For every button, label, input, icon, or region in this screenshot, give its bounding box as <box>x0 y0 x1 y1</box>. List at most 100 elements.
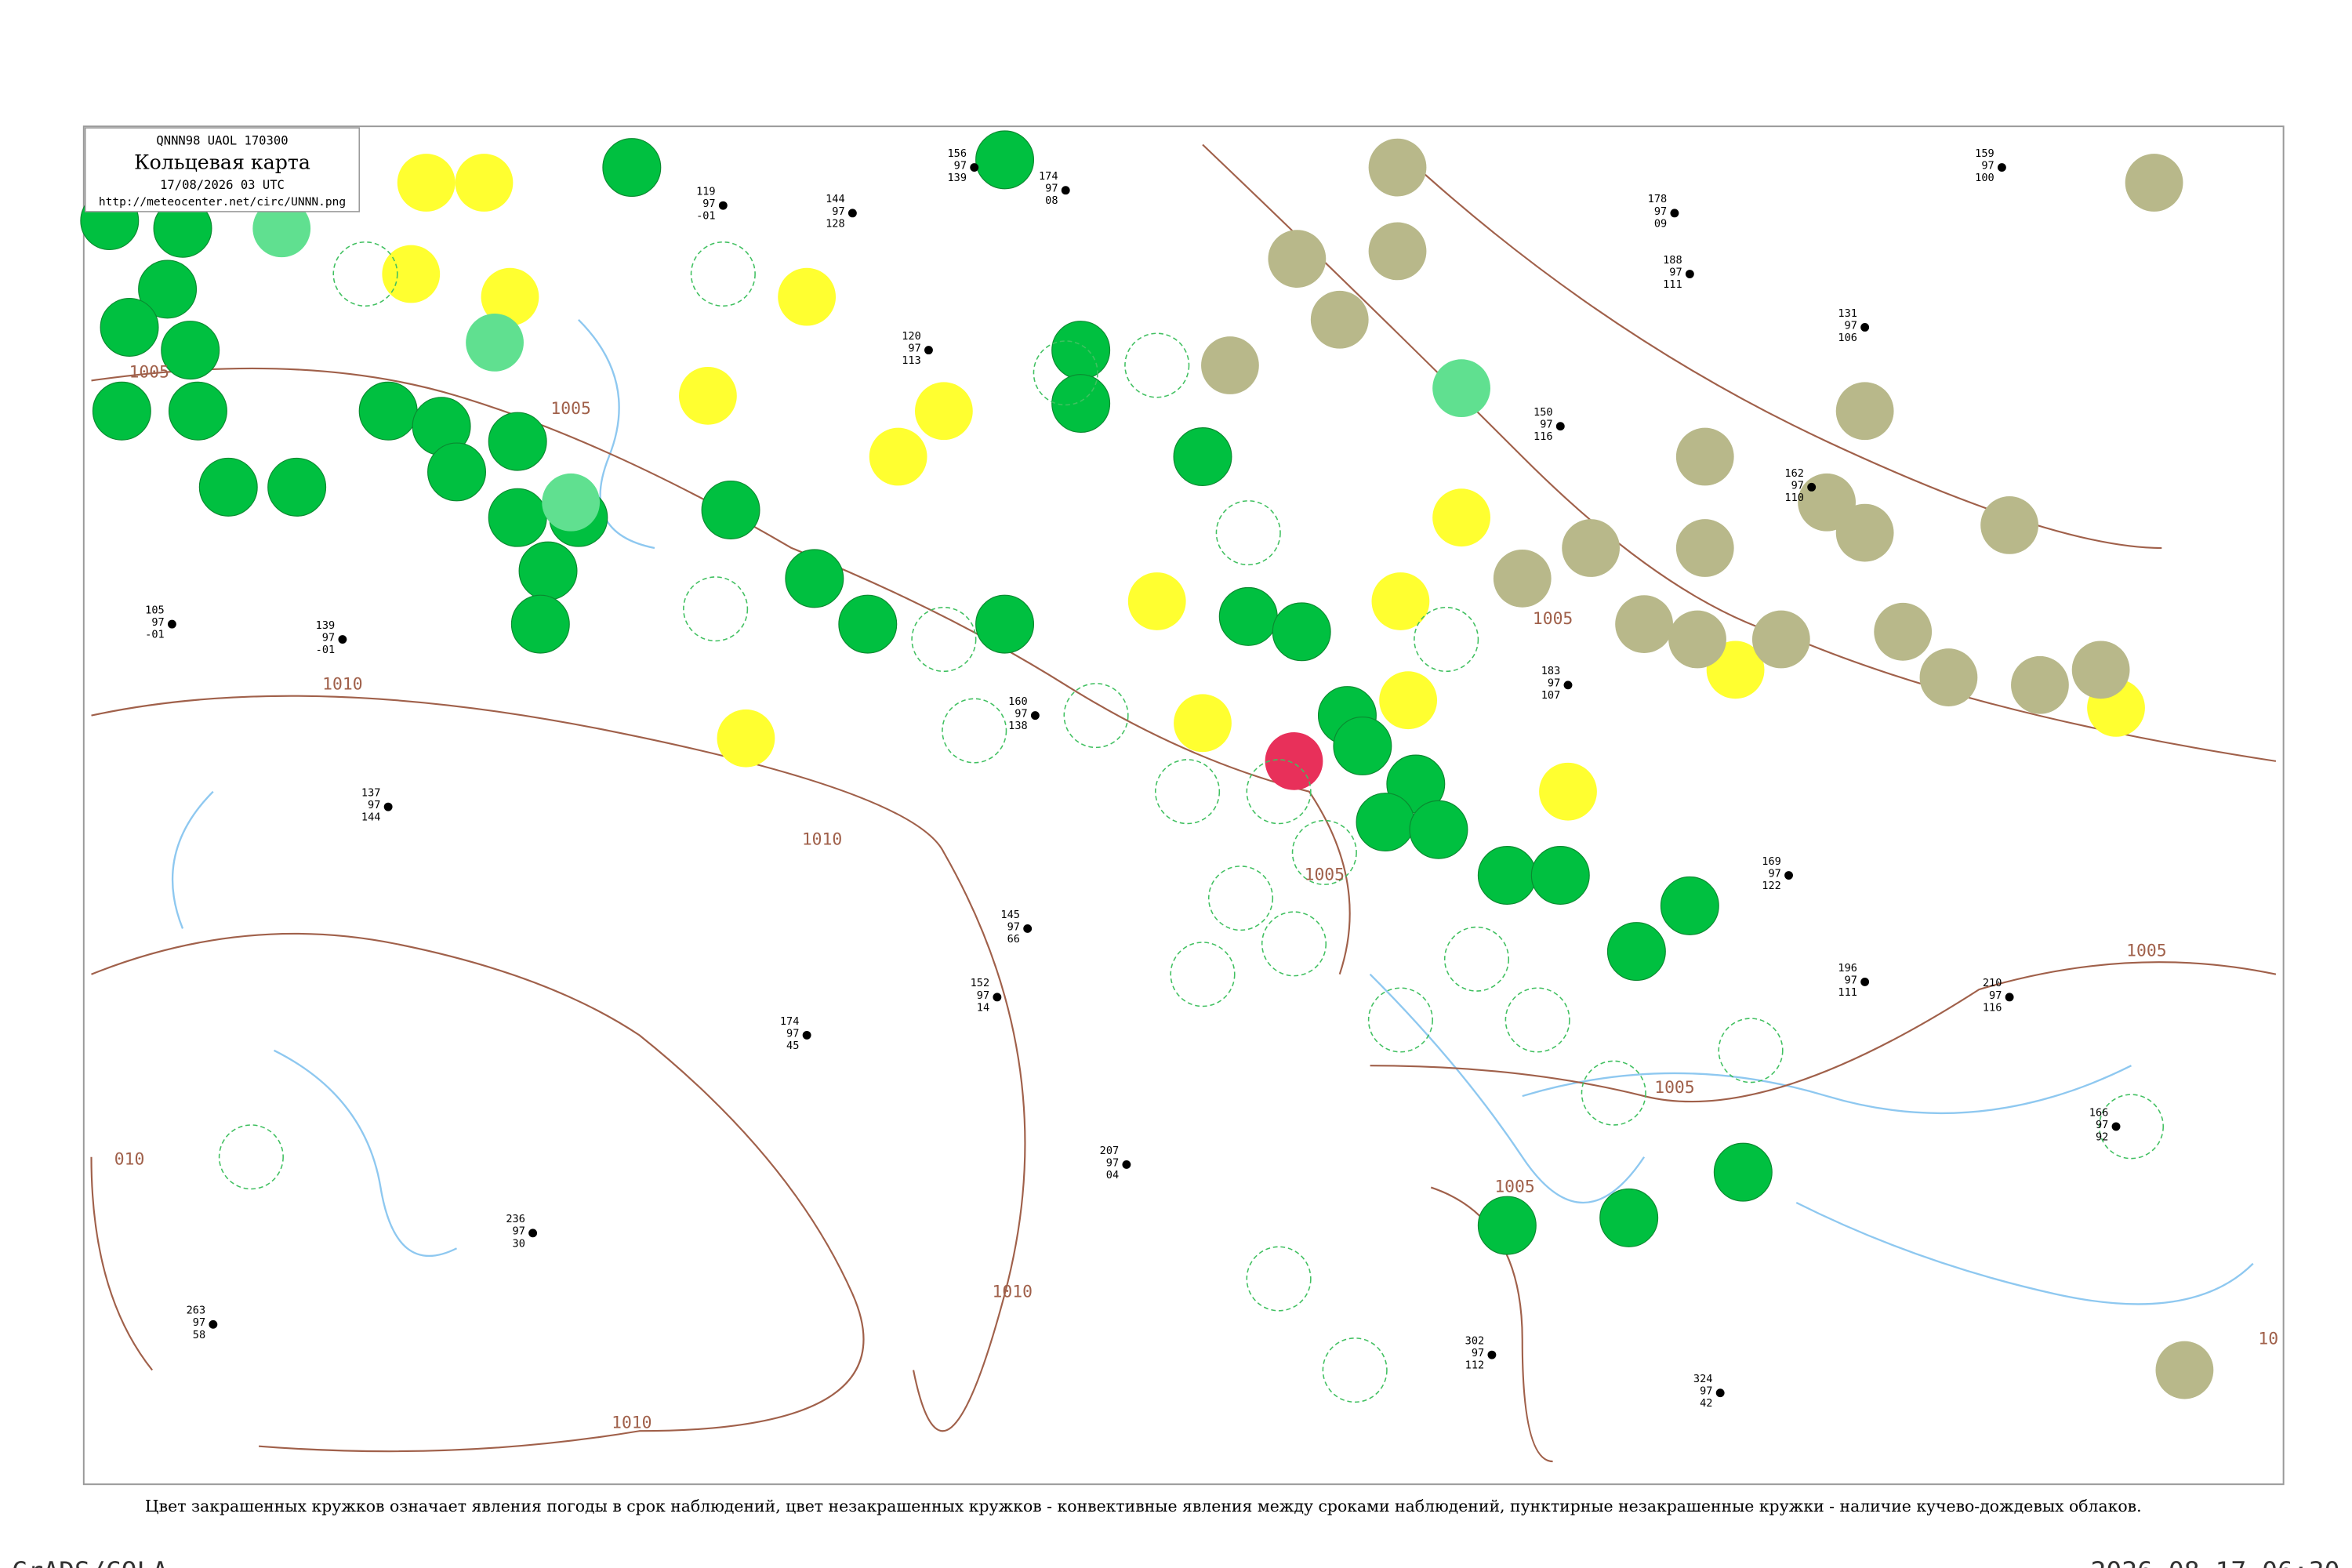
weather-circle <box>1477 846 1537 905</box>
weather-circle <box>382 245 441 303</box>
caption: Цвет закрашенных кружков означает явлени… <box>145 1497 2142 1515</box>
weather-circle <box>1599 1188 1659 1247</box>
isobar <box>1430 1186 1553 1463</box>
isobar-labels: 1005100510051005100510051005101010101010… <box>114 363 2278 1433</box>
weather-circle <box>1127 572 1186 630</box>
weather-circle <box>455 154 514 212</box>
isobar <box>91 695 1026 1432</box>
weather-circle <box>1265 731 1323 790</box>
station-value: 97 <box>368 799 380 811</box>
station-value: 97 <box>1654 205 1667 218</box>
weather-circle <box>1713 1142 1773 1202</box>
isobar-label: 1005 <box>1494 1177 1534 1196</box>
station-value: 263 <box>187 1305 206 1317</box>
map-frame <box>82 125 2285 1486</box>
isobar-label: 1005 <box>1654 1078 1694 1098</box>
station-value: 144 <box>361 811 381 824</box>
weather-circle <box>1668 610 1726 669</box>
station-value: 150 <box>1534 406 1553 419</box>
station-value: 139 <box>316 619 336 632</box>
cumulonimbus-circle <box>332 241 398 307</box>
station-value: 112 <box>1465 1359 1485 1372</box>
weather-circle <box>1379 671 1438 730</box>
station-value: 111 <box>1838 986 1857 999</box>
isobar-label: 1005 <box>2126 941 2166 960</box>
weather-circle <box>1980 496 2038 554</box>
cumulonimbus-circle <box>683 576 749 642</box>
cumulonimbus-circle <box>1581 1060 1646 1126</box>
cumulonimbus-circle <box>1124 332 1190 398</box>
cumulonimbus-circle <box>1261 911 1327 977</box>
weather-circle <box>701 481 760 539</box>
weather-circle <box>1174 694 1232 753</box>
station-dot <box>993 993 1002 1002</box>
station-value: 97 <box>908 343 920 355</box>
station-value: 08 <box>1045 194 1058 207</box>
station-value: 97 <box>513 1225 525 1238</box>
weather-circle <box>92 381 151 441</box>
station-value: 210 <box>1983 977 2002 989</box>
station-value: 106 <box>1838 332 1857 344</box>
cumulonimbus-circle <box>1170 942 1236 1007</box>
station-value: 58 <box>193 1329 205 1341</box>
station-value: 110 <box>1784 492 1804 504</box>
station-value: 97 <box>977 989 989 1002</box>
river <box>1795 1201 2254 1305</box>
station-dot <box>1023 924 1033 933</box>
weather-circle <box>198 457 258 517</box>
station-dot <box>1997 163 2006 172</box>
weather-circle <box>481 267 539 326</box>
station-value: -01 <box>696 210 716 223</box>
river <box>171 790 214 929</box>
station-value: 120 <box>902 330 921 343</box>
weather-circle <box>488 488 547 547</box>
isobar-label: 10 <box>2258 1330 2278 1349</box>
header-box <box>84 127 361 212</box>
station-value: 97 <box>1700 1385 1712 1398</box>
station-value: 119 <box>696 186 716 198</box>
weather-circle <box>838 594 898 654</box>
isobar <box>91 932 865 1453</box>
station-dot <box>802 1030 811 1040</box>
station-value: 97 <box>193 1316 205 1329</box>
cumulonimbus-circle <box>942 698 1007 764</box>
isobar <box>1399 151 2162 550</box>
station-value: 97 <box>1472 1347 1484 1359</box>
station-value: 97 <box>1669 266 1682 278</box>
weather-circle <box>161 321 220 380</box>
station-value: 131 <box>1838 307 1857 320</box>
cumulonimbus-circle <box>1246 1246 1312 1312</box>
station-value: 97 <box>1045 183 1058 195</box>
weather-circle <box>602 138 662 198</box>
station-value: 42 <box>1700 1397 1712 1410</box>
isobar-label: 1010 <box>993 1282 1033 1301</box>
isobar <box>91 367 1351 975</box>
station-value: 207 <box>1100 1145 1120 1157</box>
station-value: 97 <box>1845 974 1857 986</box>
footer-right: 2026-08-17-06:30 <box>2091 1556 2340 1568</box>
station-value: 111 <box>1663 278 1682 291</box>
weather-circle <box>2071 641 2130 699</box>
cumulonimbus-circle <box>1063 683 1129 749</box>
station-value: 122 <box>1762 880 1781 892</box>
weather-circle <box>358 381 418 441</box>
station-value: 97 <box>1007 920 1020 933</box>
station-value: 113 <box>902 354 921 367</box>
station-value: 97 <box>1768 867 1780 880</box>
weather-circle <box>168 381 227 441</box>
station-value: 196 <box>1838 962 1857 975</box>
station-value: 30 <box>513 1237 525 1250</box>
isobar-label: 1005 <box>1533 609 1573 629</box>
cumulonimbus-circle <box>1414 606 1479 673</box>
station-dot <box>209 1319 218 1329</box>
station-value: 156 <box>947 147 967 160</box>
river <box>578 318 655 550</box>
weather-circle <box>778 267 837 326</box>
header-url: http://meteocenter.net/circ/UNNN.png <box>99 195 346 209</box>
station-dot <box>1784 871 1793 880</box>
station-dot <box>1030 711 1040 720</box>
station-value: 144 <box>826 193 845 205</box>
station-dot <box>718 201 728 210</box>
weather-circle <box>975 594 1035 654</box>
